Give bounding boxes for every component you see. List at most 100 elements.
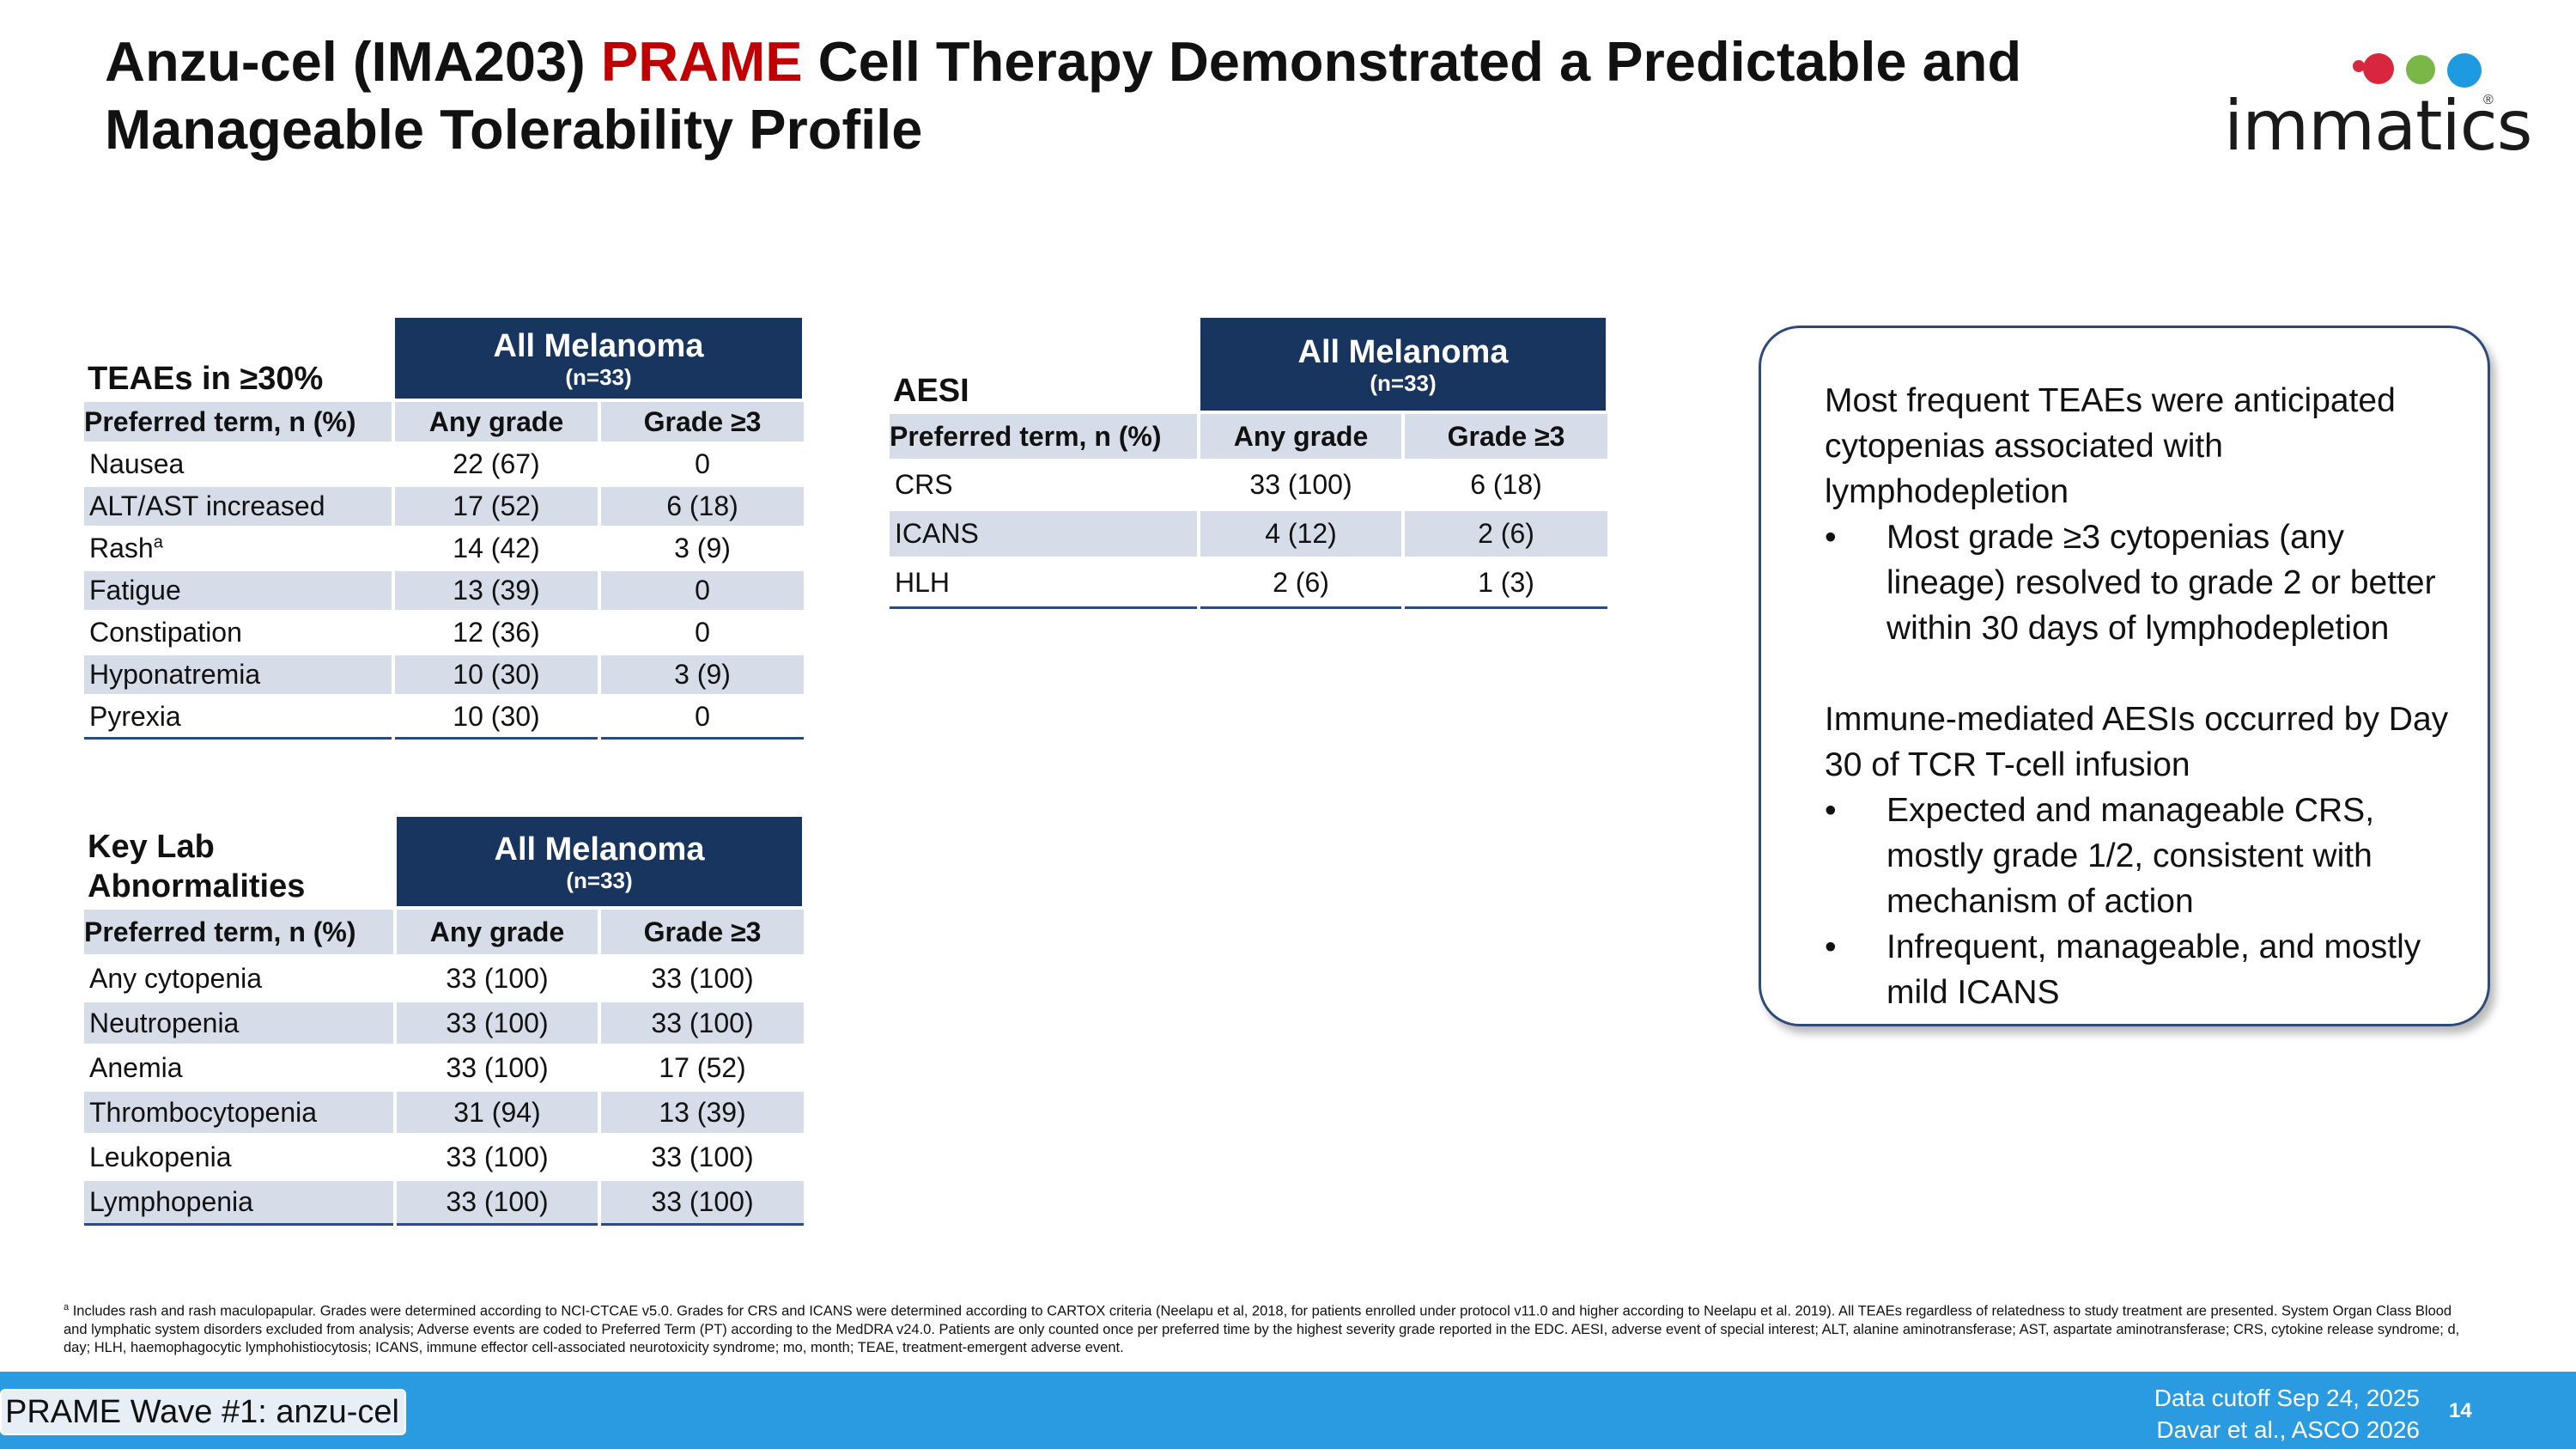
- row-term: Fatigue: [84, 568, 393, 612]
- table-row: Leukopenia 33 (100) 33 (100): [84, 1133, 805, 1179]
- row-term: ICANS: [890, 508, 1199, 558]
- row-any-grade: 33 (100): [393, 999, 599, 1045]
- table-row: Neutropenia 33 (100) 33 (100): [84, 999, 805, 1045]
- col-header-any-grade: Any grade: [1197, 411, 1403, 462]
- slide-title: Anzu-cel (IMA203) PRAME Cell Therapy Dem…: [105, 27, 2148, 163]
- row-any-grade: 33 (100): [393, 954, 599, 1001]
- row-grade3: 6 (18): [597, 484, 805, 527]
- row-any-grade: 17 (52): [392, 484, 599, 527]
- footer-bar: PRAME Wave #1: anzu-cel Data cutoff Sep …: [0, 1372, 2576, 1449]
- bullet-text: Most grade ≥3 cytopenias (any lineage) r…: [1886, 519, 2436, 647]
- row-grade3: 33 (100): [597, 999, 805, 1045]
- logo-dot-red-small: [2353, 60, 2365, 72]
- row-any-grade: 14 (42): [392, 526, 599, 569]
- row-grade3: 3 (9): [597, 652, 805, 696]
- title-text-1: Anzu-cel (IMA203): [105, 30, 601, 93]
- col-header-term: Preferred term, n (%): [890, 411, 1199, 462]
- row-grade3: 13 (39): [597, 1088, 805, 1135]
- row-grade3: 0: [597, 610, 805, 654]
- table-row: Nausea 22 (67) 0: [84, 441, 805, 485]
- teae-group-label: All Melanoma: [493, 328, 704, 364]
- row-any-grade: 33 (100): [1197, 459, 1403, 509]
- col-header-grade3: Grade ≥3: [597, 906, 805, 958]
- page-number: 14: [2449, 1399, 2472, 1422]
- table-row: HLH 2 (6) 1 (3): [890, 557, 1608, 609]
- row-grade3: 17 (52): [597, 1044, 805, 1090]
- teae-column-header: Preferred term, n (%) Any grade Grade ≥3: [84, 399, 805, 445]
- citation-text: Davar et al., ASCO 2026: [2156, 1416, 2420, 1443]
- col-header-any-grade: Any grade: [393, 906, 599, 958]
- table-row: Fatigue 13 (39) 0: [84, 568, 805, 612]
- bullet-text: Infrequent, manageable, and mostly mild …: [1886, 928, 2421, 1011]
- row-term: Pyrexia: [84, 694, 393, 740]
- title-highlight: PRAME: [600, 30, 803, 93]
- row-grade3: 0: [597, 441, 805, 485]
- row-term: ALT/AST increased: [84, 484, 393, 527]
- lab-title-line1: Key Lab: [88, 829, 215, 865]
- row-grade3: 2 (6): [1400, 508, 1608, 558]
- callout-paragraph-1: Most frequent TEAEs were anticipated cyt…: [1825, 382, 2396, 510]
- row-term-text: Rash: [89, 533, 154, 563]
- col-header-any-grade: Any grade: [392, 399, 599, 445]
- section-badge: PRAME Wave #1: anzu-cel: [0, 1389, 406, 1435]
- row-any-grade: 33 (100): [393, 1133, 599, 1179]
- row-grade3: 33 (100): [597, 1133, 805, 1179]
- bullet-marker: •: [1825, 792, 1837, 829]
- row-grade3: 33 (100): [597, 1178, 805, 1226]
- aesi-section-title: AESI: [893, 373, 969, 409]
- table-row: Constipation 12 (36) 0: [84, 610, 805, 654]
- logo-dot-blue: [2447, 53, 2482, 88]
- row-any-grade: 22 (67): [392, 441, 599, 485]
- row-grade3: 6 (18): [1400, 459, 1608, 509]
- row-term: Thrombocytopenia: [84, 1088, 395, 1135]
- row-grade3: 33 (100): [597, 954, 805, 1001]
- row-any-grade: 31 (94): [393, 1088, 599, 1135]
- table-row: CRS 33 (100) 6 (18): [890, 459, 1608, 509]
- teae-group-n: (n=33): [565, 364, 632, 390]
- lab-column-header: Preferred term, n (%) Any grade Grade ≥3: [84, 906, 805, 958]
- callout-paragraph-2: Immune-mediated AESIs occurred by Day 30…: [1825, 701, 2449, 783]
- aesi-group-label: All Melanoma: [1297, 334, 1509, 370]
- footnote-text: Includes rash and rash maculopapular. Gr…: [64, 1303, 2460, 1355]
- row-any-grade: 10 (30): [392, 694, 599, 740]
- logo-wordmark: immatics: [2224, 86, 2532, 166]
- callout-bullet-2: • Expected and manageable CRS, mostly gra…: [1825, 788, 2462, 924]
- row-grade3: 0: [597, 694, 805, 740]
- footnote-marker: a: [153, 533, 163, 552]
- table-row: Lymphopenia 33 (100) 33 (100): [84, 1178, 805, 1226]
- aesi-table: AESI All Melanoma (n=33) Preferred term,…: [890, 318, 1610, 609]
- logo-dot-green: [2406, 55, 2435, 84]
- row-term: HLH: [890, 557, 1199, 609]
- row-term: Neutropenia: [84, 999, 395, 1045]
- immatics-logo: immatics ®: [2224, 53, 2532, 166]
- row-grade3: 0: [597, 568, 805, 612]
- row-any-grade: 12 (36): [392, 610, 599, 654]
- row-term: Any cytopenia: [84, 954, 395, 1001]
- row-any-grade: 33 (100): [393, 1044, 599, 1090]
- title-text-2: Cell Therapy Demonstrated a Predictable …: [105, 30, 2022, 161]
- row-any-grade: 10 (30): [392, 652, 599, 696]
- col-header-grade3: Grade ≥3: [1400, 411, 1608, 462]
- table-row: ICANS 4 (12) 2 (6): [890, 508, 1608, 558]
- bullet-marker: •: [1825, 928, 1837, 965]
- row-any-grade: 2 (6): [1197, 557, 1403, 609]
- table-row: Pyrexia 10 (30) 0: [84, 694, 805, 740]
- table-row: Anemia 33 (100) 17 (52): [84, 1044, 805, 1090]
- table-row: Any cytopenia 33 (100) 33 (100): [84, 954, 805, 1001]
- logo-dot-red: [2363, 53, 2394, 84]
- row-term: Anemia: [84, 1044, 395, 1090]
- row-term: Lymphopenia: [84, 1178, 395, 1226]
- col-header-term: Preferred term, n (%): [84, 906, 395, 958]
- summary-callout: Most frequent TEAEs were anticipated cyt…: [1759, 326, 2490, 1026]
- table-row: Rasha 14 (42) 3 (9): [84, 526, 805, 569]
- teae-group-header: All Melanoma (n=33): [391, 318, 806, 400]
- row-term: Rasha: [84, 526, 393, 569]
- teae-table: TEAEs in ≥30% All Melanoma (n=33) Prefer…: [84, 318, 806, 740]
- row-grade3: 1 (3): [1400, 557, 1608, 609]
- bullet-marker: •: [1825, 519, 1837, 556]
- logo-registered: ®: [2483, 93, 2494, 107]
- bullet-text: Expected and manageable CRS, mostly grad…: [1886, 792, 2375, 920]
- lab-title-line2: Abnormalities: [88, 868, 306, 904]
- table-row: ALT/AST increased 17 (52) 6 (18): [84, 484, 805, 527]
- row-term: Hyponatremia: [84, 652, 393, 696]
